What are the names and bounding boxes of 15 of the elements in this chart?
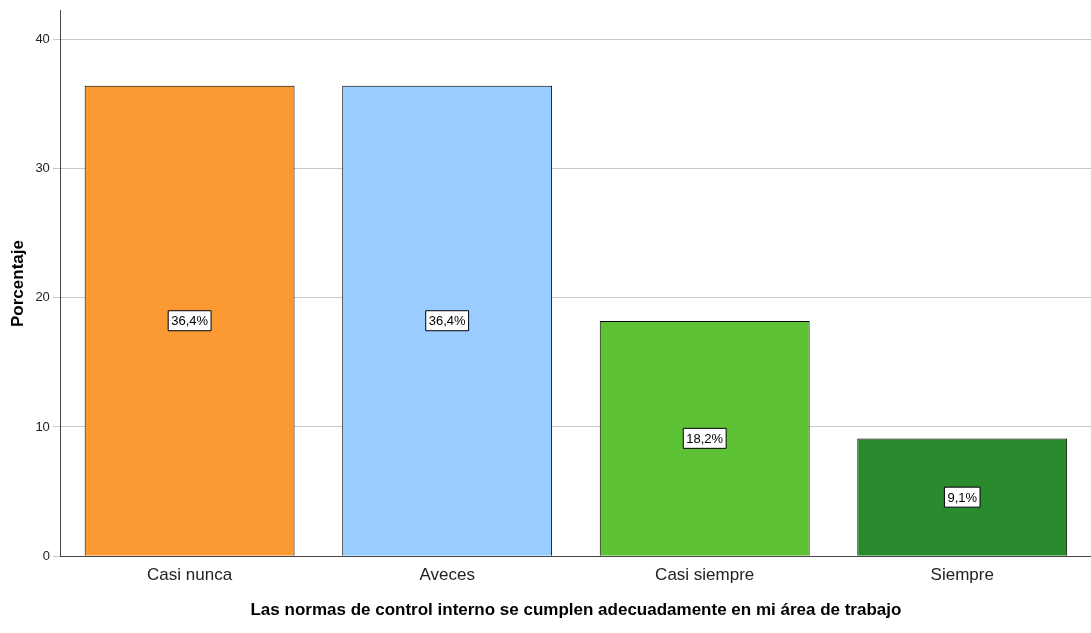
x-tick-label: Aveces xyxy=(419,565,475,585)
data-label: 36,4% xyxy=(171,313,209,329)
y-tick-label: 0 xyxy=(42,547,50,563)
y-tick-label: 40 xyxy=(35,30,50,46)
x-tick-label: Siempre xyxy=(930,565,994,585)
y-tick-label: 30 xyxy=(35,160,50,176)
x-tick-label: Casi nunca xyxy=(147,565,233,585)
data-label: 36,4% xyxy=(428,313,467,329)
x-axis-title: Las normas de control interno se cumplen adecuadamente en mi área de trabajo xyxy=(250,600,902,620)
y-axis-title: Porcentaje xyxy=(7,240,27,327)
x-tick-label: Casi siempre xyxy=(655,565,755,585)
data-label: 9,1% xyxy=(947,489,978,505)
y-tick-label: 20 xyxy=(35,289,50,305)
data-label: 18,2% xyxy=(686,430,724,446)
y-tick-label: 10 xyxy=(35,418,50,434)
